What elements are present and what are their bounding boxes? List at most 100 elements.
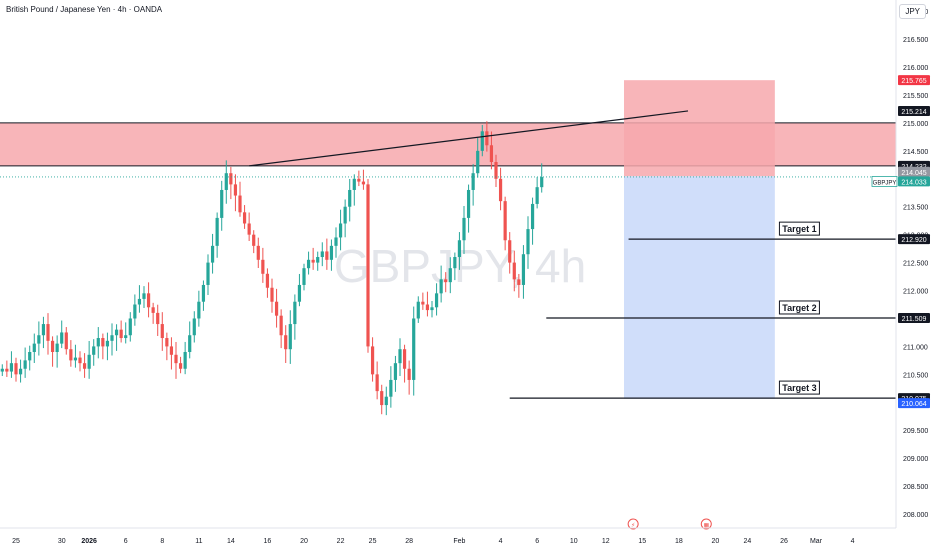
candle-body [453,257,457,269]
target-label-box [778,380,820,395]
candle [201,280,206,311]
candle-body [128,318,132,336]
candle-body [87,354,91,369]
candle [9,351,14,378]
price-tick-label: 212.500 [903,261,928,268]
candle [110,323,114,356]
candle [402,344,407,383]
candle [288,310,292,364]
candle [416,296,420,323]
price-tick-label: 215.500 [903,93,928,100]
candle [425,291,430,317]
entry-price-tag-bg [898,166,930,177]
candle [439,265,443,303]
candle-body [489,145,494,163]
candle [41,316,46,349]
time-tick-label: 25 [369,538,377,545]
candle [320,242,324,267]
candle-body [384,396,388,406]
candle-body [338,223,343,238]
candle-body [183,352,187,369]
time-tick-label: Feb [453,538,465,545]
candle-body [503,201,507,241]
candle-body [402,349,407,369]
candle-body [156,312,160,325]
candle-body [256,245,260,260]
candle-body [28,352,32,361]
candle [128,312,132,342]
candle-body [485,131,489,146]
candle [274,288,279,328]
candle-body [265,273,270,288]
rising-trendline [249,110,689,167]
candle-body [439,279,443,294]
candle [252,230,256,254]
candle-body [270,287,274,302]
candle [23,347,27,378]
candle [197,290,201,327]
candle [306,251,311,275]
candle-body [407,368,411,380]
candle-body [110,335,114,341]
candle-body [457,240,462,258]
candle-body [233,184,238,196]
target-label-box [778,300,820,315]
candle-body [325,251,329,260]
price-tick-label: 209.000 [903,456,928,463]
candle [444,272,448,293]
candle-body [55,343,59,352]
candle-body [329,245,334,260]
candle [151,302,155,324]
time-tick-label: 20 [300,538,308,545]
candle [206,254,210,296]
candle-body [471,173,475,190]
candle-body [261,259,265,274]
candle-body [142,293,146,299]
flash-event-icon [627,518,639,530]
price-tick-label: 215.000 [903,121,928,128]
price-tick-label: 210.500 [903,372,928,379]
target-label: Target 2 [782,303,816,313]
candle [69,340,73,367]
symbol-tag-bg [871,176,898,187]
time-tick-label: 22 [337,538,345,545]
target1-price-tag-bg [898,234,930,245]
candle-body [114,329,119,336]
candle-body [306,259,311,269]
candle-body [320,251,324,258]
current-price-tag-bg [898,176,930,187]
candle [32,333,36,363]
candle-body [124,335,128,339]
candle [457,232,462,270]
candle-body [430,307,434,311]
candle-body [224,173,228,190]
candle [238,181,242,217]
symbol-tag: GBPJPY [873,180,897,186]
candle [526,216,530,269]
candle [512,250,516,292]
candle [393,355,398,392]
candle [503,196,507,251]
candle-body [302,268,306,285]
candle-body [229,173,233,185]
candle [494,154,498,187]
price-axis-bg [896,0,932,550]
current-price-tag: 214.033 [901,179,926,186]
candle [357,170,361,187]
time-tick-label: 11 [195,538,202,545]
stop-loss-zone [624,80,775,177]
currency-button[interactable]: JPY [899,4,926,19]
candle [242,205,247,229]
target1-price-tag: 212.920 [901,237,926,244]
candle-body [535,187,539,204]
candle-body [252,234,256,246]
candle [87,341,91,379]
candle [142,286,146,309]
candle [311,247,315,270]
candle-body [416,301,420,319]
time-tick-label: 30 [58,538,66,545]
candle-body [105,340,110,347]
candle-body [192,318,196,336]
